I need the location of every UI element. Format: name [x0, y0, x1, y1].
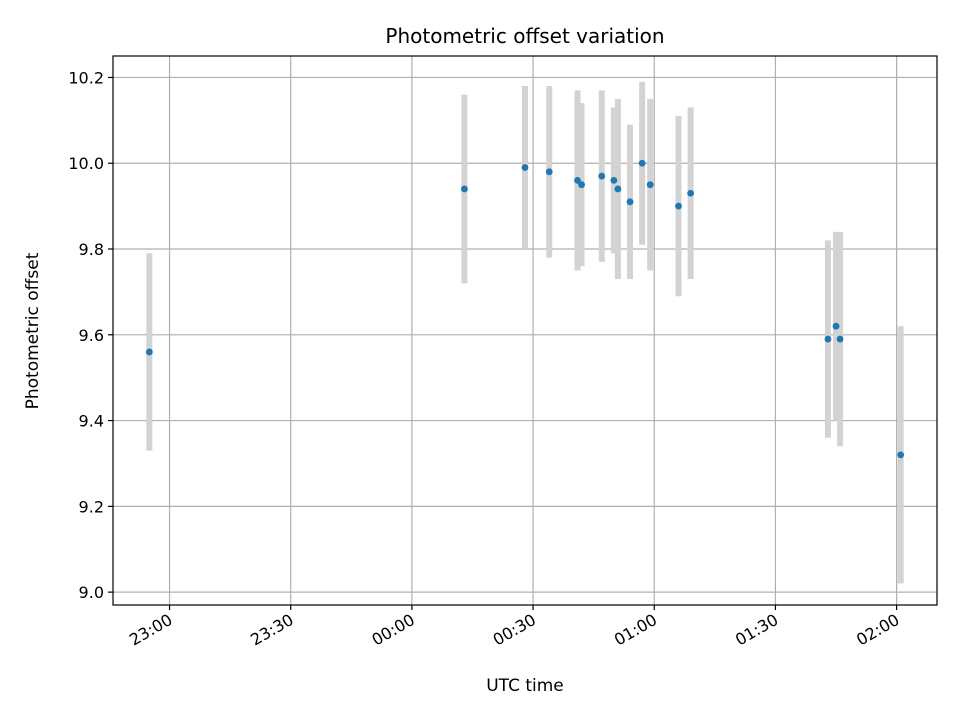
- y-tick-label: 9.8: [79, 240, 104, 259]
- y-axis: 9.0 9.2 9.4 9.6 9.8 10.0 10.2: [68, 68, 113, 602]
- data-point: [461, 185, 468, 193]
- data-point: [521, 164, 529, 171]
- data-point: [574, 176, 581, 184]
- data-point: [145, 348, 153, 356]
- data-point: [836, 335, 844, 343]
- data-point: [598, 172, 606, 180]
- data-point: [675, 202, 682, 210]
- y-tick-label: 9.0: [79, 583, 104, 602]
- data-point: [614, 185, 622, 193]
- data-point: [824, 335, 832, 343]
- data-point: [832, 322, 840, 330]
- y-axis-title: Photometric offset: [23, 252, 43, 409]
- chart-title: Photometric offset variation: [385, 24, 664, 48]
- y-tick-label: 9.4: [79, 412, 104, 431]
- data-point: [626, 198, 634, 206]
- point-layer: [145, 159, 905, 459]
- y-tick-label: 9.6: [79, 326, 104, 345]
- data-point: [610, 176, 618, 184]
- data-point: [897, 451, 905, 459]
- x-axis-title: UTC time: [486, 676, 564, 696]
- data-point: [578, 181, 585, 189]
- data-point: [545, 168, 553, 176]
- data-point: [646, 181, 654, 189]
- data-point: [687, 189, 695, 197]
- data-point: [638, 159, 646, 167]
- plot-frame: [112, 55, 938, 606]
- y-tick-label: 9.2: [79, 497, 104, 516]
- y-tick-label: 10.0: [68, 154, 104, 173]
- y-tick-label: 10.2: [68, 68, 104, 87]
